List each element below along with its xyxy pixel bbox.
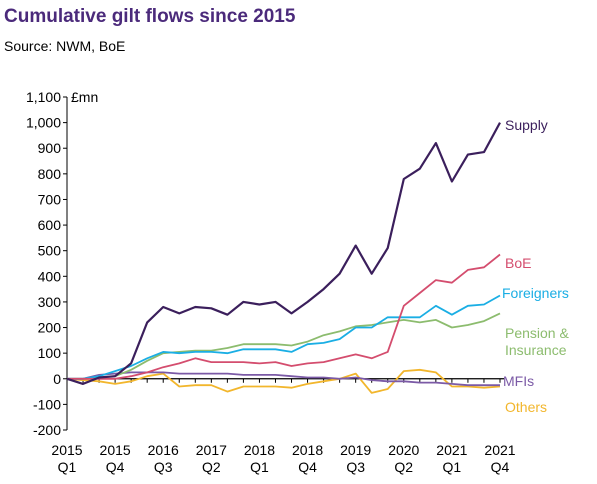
series-line-pension-insurance [67, 312, 501, 380]
series-label-foreigners: Foreigners [502, 285, 569, 301]
series-line-foreigners [67, 294, 501, 380]
y-tick-label: 500 [38, 243, 62, 259]
x-tick-label-year: 2018 [292, 442, 323, 458]
x-tick-label-quarter: Q3 [346, 459, 365, 475]
y-tick-label: 1,100 [26, 89, 61, 105]
series-line-supply [66, 122, 501, 385]
x-tick-label-quarter: Q4 [491, 459, 510, 475]
y-tick-label: -200 [33, 422, 61, 438]
x-tick-label-year: 2018 [244, 442, 275, 458]
x-tick-label-quarter: Q1 [443, 459, 462, 475]
x-tick-label-year: 2017 [196, 442, 227, 458]
x-tick-label-quarter: Q2 [202, 459, 221, 475]
x-tick-label-year: 2021 [436, 442, 467, 458]
x-tick-label-year: 2020 [388, 442, 419, 458]
series-label-others: Others [505, 399, 547, 415]
x-tick-label-year: 2015 [100, 442, 131, 458]
y-tick-label: 400 [38, 268, 62, 284]
x-tick-label-quarter: Q1 [58, 459, 77, 475]
y-tick-label: 0 [53, 371, 61, 387]
x-tick-label-year: 2016 [148, 442, 179, 458]
series-label-pension-insurance: Pension & Insurance [505, 325, 569, 358]
chart-source: Source: NWM, BoE [4, 38, 126, 54]
x-tick-label-quarter: Q4 [298, 459, 317, 475]
series-line-others [66, 368, 501, 394]
x-tick-label-year: 2021 [484, 442, 515, 458]
y-tick-label: -100 [33, 396, 61, 412]
series-line-mfis [67, 371, 500, 387]
x-tick-label-quarter: Q3 [154, 459, 173, 475]
y-tick-label: 900 [38, 140, 62, 156]
y-tick-label: 200 [38, 320, 62, 336]
x-tick-label-year: 2019 [340, 442, 371, 458]
x-tick-label-quarter: Q1 [250, 459, 269, 475]
chart-title: Cumulative gilt flows since 2015 [4, 6, 296, 27]
y-tick-label: 700 [38, 191, 62, 207]
x-tick-label-quarter: Q2 [394, 459, 413, 475]
y-tick-label: 300 [38, 294, 62, 310]
series-line-boe [67, 253, 501, 380]
series-label-supply: Supply [505, 117, 548, 133]
y-tick-label: 100 [38, 345, 62, 361]
series-label-boe: BoE [505, 255, 531, 271]
x-tick-label-year: 2015 [51, 442, 82, 458]
series-label-mfis: MFIs [503, 373, 534, 389]
y-tick-label: 1,000 [26, 115, 61, 131]
x-tick-label-quarter: Q4 [106, 459, 125, 475]
y-tick-label: 800 [38, 166, 62, 182]
y-unit-label: £mn [71, 89, 98, 105]
y-tick-label: 600 [38, 217, 62, 233]
